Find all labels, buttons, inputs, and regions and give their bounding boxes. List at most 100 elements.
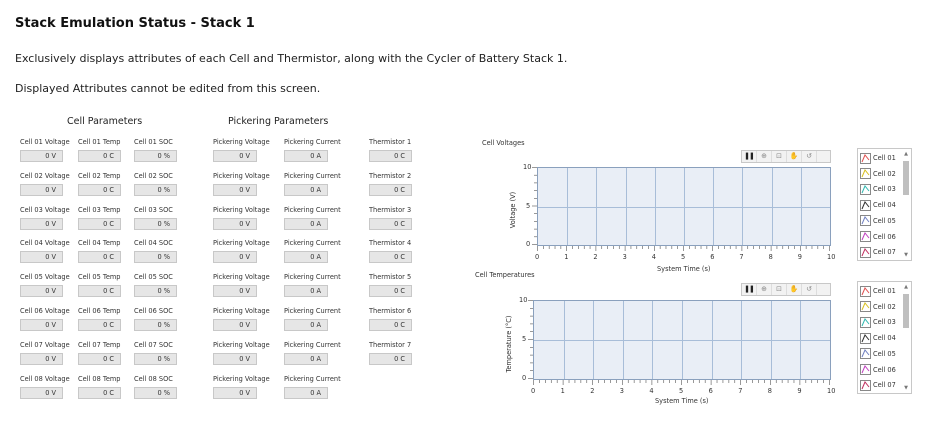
pan-icon[interactable]: ✋ [787,284,802,295]
pan-icon[interactable]: ✋ [787,151,802,162]
legend-label: Cell 01 [873,287,896,295]
scroll-down-icon[interactable]: ▼ [904,252,908,258]
legend-swatch [861,302,870,311]
legend-swatch [861,247,870,256]
pickering-current-value: 0 A [284,352,328,365]
legend-item[interactable]: Cell 04 [860,331,896,345]
zoom-icon[interactable]: ⊕ [757,151,772,162]
soc-label: Cell 06 SOC [134,307,173,315]
thermistor-value: 0 C [369,285,412,298]
legend-line [861,247,870,256]
temp-label: Cell 02 Temp [78,171,121,180]
legend-label: Cell 07 [873,248,896,257]
temp-label: Cell 01 Temp [78,138,121,146]
legend-item[interactable]: Cell 07 [860,378,896,392]
legend-label: Cell 02 [873,169,896,178]
soc-value: 0 % [134,217,177,230]
thermistor-value: 0 C [369,319,412,331]
legend-swatch [861,333,870,342]
y-axis-title: Temperature (°C) [505,315,513,373]
pickering-current-label: Pickering Current [284,340,341,349]
legend-item[interactable]: Cell 06 [860,230,896,244]
voltage-value: 0 V [20,217,63,230]
thermistor-label: Thermistor 6 [369,307,412,315]
legend-item[interactable]: Cell 02 [860,167,896,181]
x-tick-label: 0 [535,253,540,261]
scroll-thumb[interactable] [903,161,909,195]
reset-icon[interactable]: ↺ [802,284,817,295]
voltage-value: 0 V [20,251,63,264]
legend-item[interactable]: Cell 01 [860,284,896,298]
pickering-current-value: 0 A [284,285,328,298]
zoom-box-icon[interactable]: ⊡ [772,284,787,295]
legend-item[interactable]: Cell 02 [860,300,896,314]
legend-line [861,169,870,178]
thermistor-value: 0 C [369,251,412,264]
pause-icon[interactable]: ❚❚ [742,284,757,295]
x-axis-ticks [537,246,830,251]
temp-value: 0 C [78,183,121,196]
scroll-down-icon[interactable]: ▼ [904,385,908,391]
pickering-current-label: Pickering Current [284,239,341,248]
legend-label: Cell 03 [873,185,896,194]
pause-icon[interactable]: ❚❚ [742,151,757,162]
pickering-voltage-value: 0 V [213,386,257,399]
legend-line [861,184,870,194]
legend-label: Cell 07 [873,381,896,390]
graph-toolbar: ❚❚ ⊕ ⊡ ✋ ↺ [741,283,831,296]
zoom-box-icon[interactable]: ⊡ [772,151,787,162]
legend-item[interactable]: Cell 05 [860,347,896,361]
x-tick-label: 6 [710,253,715,261]
legend-item[interactable]: Cell 01 [860,151,896,165]
x-tick-label: 7 [739,253,744,261]
y-tick-label: 0 [526,240,531,248]
legend-item[interactable]: Cell 06 [860,363,896,377]
page-note: Displayed Attributes cannot be edited fr… [15,82,321,95]
scroll-up-icon[interactable]: ▲ [904,151,908,157]
legend-item[interactable]: Cell 07 [860,245,896,259]
reset-icon[interactable]: ↺ [802,151,817,162]
legend-line-icon [860,364,871,375]
legend-line [861,333,870,342]
pickering-voltage-value: 0 V [213,150,257,162]
thermistor-value: 0 C [369,352,412,365]
legend-line-icon [860,285,871,297]
scroll-thumb[interactable] [903,294,909,328]
thermistor-label: Thermistor 2 [369,171,412,180]
legend-scrollbar[interactable]: ▲ ▼ [902,283,910,392]
zoom-icon[interactable]: ⊕ [757,284,772,295]
legend-scrollbar[interactable]: ▲ ▼ [902,150,910,259]
y-tick-label: 5 [526,201,531,210]
legend-label: Cell 05 [873,216,896,225]
voltage-label: Cell 04 Voltage [20,239,70,248]
soc-label: Cell 04 SOC [134,239,173,248]
thermistor-label: Thermistor 3 [369,205,412,214]
legend-line [861,349,870,358]
plot-legend[interactable]: Cell 01 Cell 02 Cell 03 Cell 04 Cell 05 Cell … [857,281,912,394]
x-axis-title: System Time (s) [657,265,711,273]
thermistor-value: 0 C [369,217,412,230]
plot-legend[interactable]: Cell 01 Cell 02 Cell 03 Cell 04 Cell 05 Cell … [857,148,912,261]
y-axis-title: Voltage (V) [509,191,517,229]
legend-swatch [861,184,870,194]
thermistor-label: Thermistor 1 [369,138,412,146]
legend-label: Cell 05 [873,349,896,358]
legend-item[interactable]: Cell 03 [860,182,896,196]
voltage-label: Cell 01 Voltage [20,138,70,146]
pickering-voltage-value: 0 V [213,319,257,331]
cell-parameters-heading: Cell Parameters [67,116,143,127]
legend-swatch [861,232,870,241]
scroll-up-icon[interactable]: ▲ [904,284,908,290]
soc-label: Cell 07 SOC [134,340,173,349]
temp-label: Cell 03 Temp [78,205,121,214]
voltage-label: Cell 05 Voltage [20,273,70,282]
legend-item[interactable]: Cell 03 [860,315,896,329]
legend-item[interactable]: Cell 05 [860,214,896,228]
pickering-voltage-label: Pickering Voltage [213,239,270,248]
x-tick-label: 7 [738,387,743,395]
legend-item[interactable]: Cell 04 [860,198,896,212]
legend-line-icon [860,168,871,180]
x-tick-label: 6 [708,387,713,395]
x-tick-label: 2 [593,253,598,261]
soc-value: 0 % [134,319,177,331]
